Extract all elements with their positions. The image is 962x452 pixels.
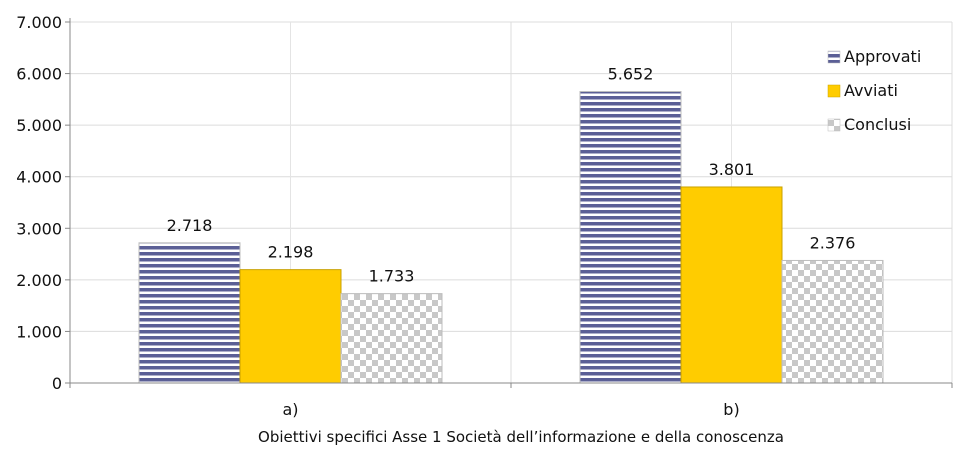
data-label: 2.376: [810, 233, 856, 252]
y-tick-label: 4.000: [16, 168, 62, 187]
data-label: 5.652: [608, 65, 654, 84]
y-tick-label: 0: [52, 374, 62, 393]
axes-layer: [65, 18, 953, 388]
legend-label: Avviati: [844, 81, 898, 100]
bar-avviati: [680, 186, 783, 384]
legend: Approvati Avviati Conclusi: [827, 47, 921, 134]
data-label: 2.718: [167, 216, 213, 235]
data-label: 2.198: [268, 243, 314, 262]
bar-approvati: [138, 242, 241, 384]
y-tick-label: 1.000: [16, 322, 62, 341]
data-label: 1.733: [369, 267, 415, 286]
bar-avviati: [239, 269, 342, 384]
x-axis-title: Obiettivi specifici Asse 1 Società dell’…: [258, 428, 784, 446]
x-tick-label: a): [282, 400, 298, 419]
legend-label: Conclusi: [844, 115, 911, 134]
bar-conclusi: [340, 293, 443, 384]
y-tick-label: 7.000: [16, 13, 62, 32]
legend-swatch: [827, 118, 841, 132]
x-tick-label: b): [723, 400, 739, 419]
bar-approvati: [579, 91, 682, 384]
bars-layer: [138, 91, 884, 384]
y-tick-label: 3.000: [16, 219, 62, 238]
labels-layer: 0 1.000 2.000 3.000 4.000 5.000 6.000 7.000 2.71…: [16, 13, 855, 419]
legend-swatch: [827, 50, 841, 64]
data-label: 3.801: [709, 160, 755, 179]
legend-swatch: [827, 84, 841, 98]
legend-label: Approvati: [844, 47, 921, 66]
y-tick-label: 5.000: [16, 116, 62, 135]
bar-conclusi: [781, 259, 884, 384]
y-tick-label: 2.000: [16, 271, 62, 290]
y-tick-label: 6.000: [16, 65, 62, 84]
